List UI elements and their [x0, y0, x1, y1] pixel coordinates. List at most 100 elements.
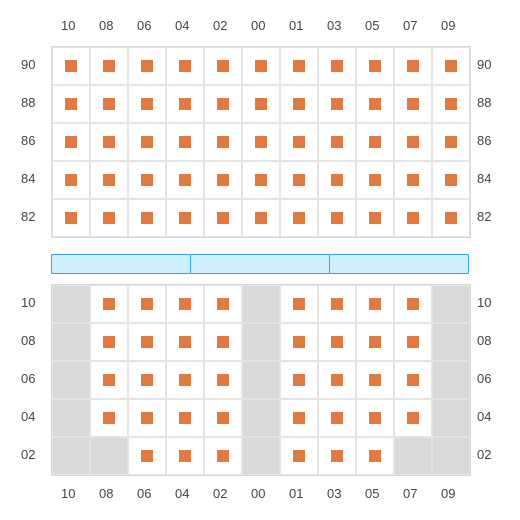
seat-cell[interactable] — [128, 199, 166, 237]
seat-cell[interactable] — [280, 285, 318, 323]
seat-cell[interactable] — [432, 123, 470, 161]
seat-marker — [331, 60, 343, 72]
seat-cell[interactable] — [318, 399, 356, 437]
seat-cell[interactable] — [128, 361, 166, 399]
seat-cell[interactable] — [90, 285, 128, 323]
seat-cell[interactable] — [280, 123, 318, 161]
seat-cell[interactable] — [128, 285, 166, 323]
seat-cell[interactable] — [166, 161, 204, 199]
seat-cell[interactable] — [166, 285, 204, 323]
seat-marker — [331, 174, 343, 186]
seat-cell[interactable] — [90, 323, 128, 361]
seat-cell[interactable] — [318, 85, 356, 123]
seat-cell[interactable] — [242, 85, 280, 123]
seat-cell[interactable] — [394, 361, 432, 399]
seat-cell[interactable] — [128, 323, 166, 361]
seat-cell[interactable] — [128, 399, 166, 437]
seat-cell[interactable] — [90, 199, 128, 237]
seat-cell[interactable] — [242, 47, 280, 85]
seat-cell[interactable] — [204, 437, 242, 475]
seat-cell[interactable] — [280, 399, 318, 437]
seat-cell[interactable] — [318, 161, 356, 199]
seat-cell[interactable] — [52, 123, 90, 161]
seat-cell[interactable] — [394, 285, 432, 323]
seat-marker — [179, 336, 191, 348]
seat-cell[interactable] — [356, 85, 394, 123]
seat-cell[interactable] — [204, 123, 242, 161]
seat-cell[interactable] — [318, 323, 356, 361]
seat-cell[interactable] — [52, 47, 90, 85]
seat-cell[interactable] — [166, 361, 204, 399]
seat-cell[interactable] — [356, 161, 394, 199]
seat-cell[interactable] — [166, 85, 204, 123]
seat-cell[interactable] — [356, 47, 394, 85]
seat-cell[interactable] — [356, 361, 394, 399]
seat-cell[interactable] — [242, 161, 280, 199]
seat-cell — [242, 285, 280, 323]
seat-cell[interactable] — [204, 361, 242, 399]
seat-cell[interactable] — [394, 399, 432, 437]
seat-cell[interactable] — [90, 47, 128, 85]
seat-cell[interactable] — [280, 85, 318, 123]
seat-cell[interactable] — [318, 47, 356, 85]
seat-cell[interactable] — [356, 399, 394, 437]
seat-cell[interactable] — [356, 123, 394, 161]
seat-cell[interactable] — [432, 47, 470, 85]
seat-cell[interactable] — [90, 161, 128, 199]
seat-cell[interactable] — [394, 161, 432, 199]
seat-cell[interactable] — [318, 437, 356, 475]
seat-cell[interactable] — [394, 47, 432, 85]
seat-cell[interactable] — [204, 199, 242, 237]
seat-cell[interactable] — [242, 199, 280, 237]
seat-cell[interactable] — [318, 199, 356, 237]
seat-cell[interactable] — [204, 85, 242, 123]
seat-cell[interactable] — [356, 323, 394, 361]
seat-cell[interactable] — [432, 85, 470, 123]
seat-cell[interactable] — [318, 361, 356, 399]
seat-cell[interactable] — [242, 123, 280, 161]
seat-cell[interactable] — [128, 47, 166, 85]
seat-cell[interactable] — [318, 123, 356, 161]
seat-cell[interactable] — [280, 323, 318, 361]
seat-cell[interactable] — [204, 47, 242, 85]
seat-cell[interactable] — [432, 161, 470, 199]
seat-cell[interactable] — [394, 323, 432, 361]
seat-cell[interactable] — [166, 399, 204, 437]
seat-cell[interactable] — [280, 361, 318, 399]
seat-cell[interactable] — [204, 399, 242, 437]
seat-marker — [217, 212, 229, 224]
seat-cell[interactable] — [166, 323, 204, 361]
seat-cell[interactable] — [128, 161, 166, 199]
seat-cell[interactable] — [90, 85, 128, 123]
seat-cell[interactable] — [356, 199, 394, 237]
seat-cell[interactable] — [128, 85, 166, 123]
seat-cell[interactable] — [90, 123, 128, 161]
seat-cell[interactable] — [280, 161, 318, 199]
seat-cell[interactable] — [204, 285, 242, 323]
seat-cell[interactable] — [128, 123, 166, 161]
seat-cell[interactable] — [90, 361, 128, 399]
seat-cell[interactable] — [318, 285, 356, 323]
seat-cell[interactable] — [166, 123, 204, 161]
seat-cell[interactable] — [356, 437, 394, 475]
seat-cell[interactable] — [280, 437, 318, 475]
seat-cell[interactable] — [280, 47, 318, 85]
seat-cell[interactable] — [204, 161, 242, 199]
seat-cell[interactable] — [356, 285, 394, 323]
seat-cell[interactable] — [90, 399, 128, 437]
seat-cell[interactable] — [52, 199, 90, 237]
seat-cell[interactable] — [166, 437, 204, 475]
seat-cell[interactable] — [394, 123, 432, 161]
seat-cell[interactable] — [52, 85, 90, 123]
seat-cell[interactable] — [280, 199, 318, 237]
seat-cell[interactable] — [394, 85, 432, 123]
seat-cell[interactable] — [432, 199, 470, 237]
seat-cell[interactable] — [166, 199, 204, 237]
seat-cell[interactable] — [204, 323, 242, 361]
seat-cell[interactable] — [394, 199, 432, 237]
seat-marker — [141, 98, 153, 110]
seat-cell[interactable] — [166, 47, 204, 85]
seat-marker — [407, 336, 419, 348]
seat-cell[interactable] — [128, 437, 166, 475]
seat-cell[interactable] — [52, 161, 90, 199]
